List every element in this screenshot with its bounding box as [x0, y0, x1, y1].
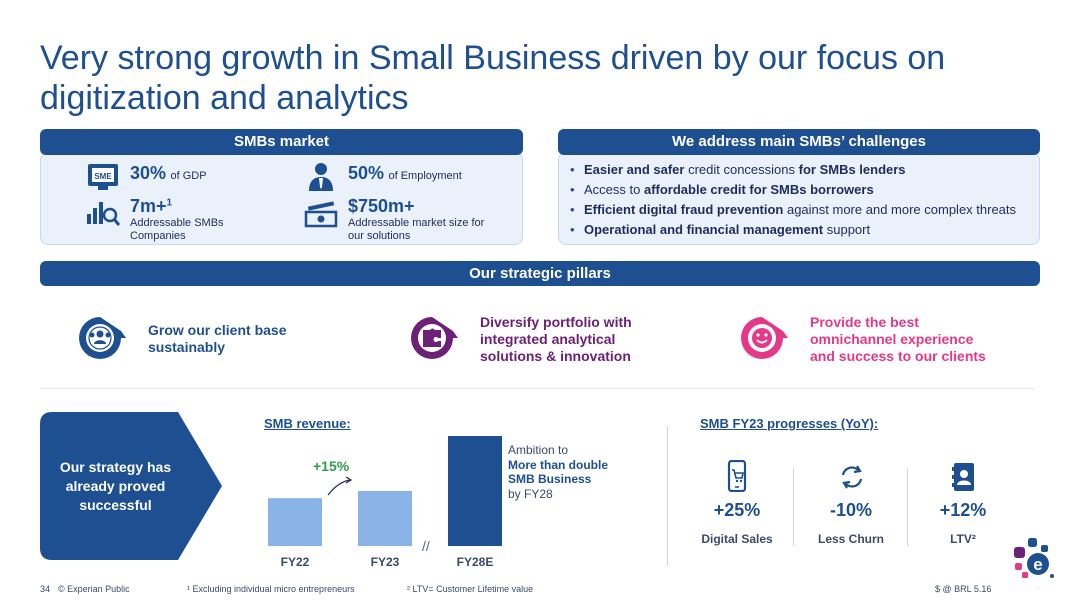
stat-label: of GDP: [170, 170, 207, 182]
page-number: 34: [40, 584, 51, 594]
chart-magnifier-icon: [86, 196, 120, 230]
revenue-bar-fy28e: [448, 436, 502, 546]
list-item: Efficient digital fraud prevention again…: [568, 200, 1038, 220]
list-item: Easier and safer credit concessions for …: [568, 160, 1038, 180]
currency-note: $ @ BRL 5.16: [935, 584, 992, 594]
kpi-label-ltv: LTV²: [950, 532, 976, 546]
classification: © Experian Public: [58, 584, 130, 594]
section-divider: [40, 388, 1035, 389]
revenue-label: SMB revenue:: [264, 416, 351, 431]
money-icon: [304, 196, 338, 230]
progress-label: SMB FY23 progresses (YoY):: [700, 416, 879, 431]
svg-text:e: e: [1033, 555, 1042, 574]
svg-text:SME: SME: [94, 172, 112, 181]
sme-icon: SME: [86, 160, 120, 194]
revenue-bar-fy22: [268, 498, 322, 546]
stat-label: Addressable market size for our solution…: [348, 217, 485, 242]
challenges-header: We address main SMBs’ challenges: [558, 129, 1040, 155]
pillar-diversify-portfolio: Diversify portfolio with integrated anal…: [408, 313, 650, 365]
kpi-value-churn: -10%: [829, 500, 873, 520]
ambition-prefix: Ambition to: [508, 443, 569, 457]
kpi-value-digital-sales: +25%: [713, 500, 761, 520]
footnote-2: ² LTV= Customer Lifetime value: [407, 584, 534, 594]
footnote-1: ¹ Excluding individual micro entrepreneu…: [187, 584, 355, 594]
stat-label: Addressable SMBs Companies: [130, 217, 224, 242]
kpi-separator: [907, 468, 908, 546]
stat-value: 50%: [348, 163, 385, 183]
challenges-list: Easier and safer credit concessions for …: [568, 160, 1038, 240]
pillar-text: Provide the best omnichannel experience …: [810, 313, 986, 364]
stat-market-size: $750m+ Addressable market size for our s…: [304, 196, 498, 243]
stat-employment: 50% of Employment: [304, 160, 462, 194]
stat-gdp: SME 30% of GDP: [86, 160, 207, 194]
stat-label: of Employment: [388, 170, 462, 182]
ambition-bold: More than double SMB Business: [508, 457, 608, 487]
growth-arrow: [327, 479, 351, 496]
ambition-suffix: by FY28: [508, 486, 553, 501]
strategy-chevron: [40, 412, 222, 560]
refresh-icon: [838, 463, 866, 496]
stat-value: 7m+: [130, 196, 167, 216]
list-item: Operational and financial management sup…: [568, 220, 1038, 240]
pillar-omnichannel-experience: Provide the best omnichannel experience …: [738, 313, 990, 365]
growth-label: +15%: [313, 458, 350, 474]
revenue-category-label: FY22: [281, 555, 310, 569]
employee-icon: [304, 160, 338, 194]
kpi-label-digital-sales: Digital Sales: [701, 532, 773, 546]
page-title: Very strong growth in Small Business dri…: [40, 39, 946, 117]
pillar-text: Grow our client base sustainably: [148, 322, 287, 355]
pillar-text: Diversify portfolio with integrated anal…: [480, 313, 632, 364]
growth-arrow-head: [345, 476, 353, 484]
people-network-icon: [76, 313, 128, 365]
pillars-header: Our strategic pillars: [40, 261, 1040, 286]
pillar-grow-client-base: Grow our client base sustainably: [76, 313, 298, 365]
section-separator: [667, 426, 668, 566]
strategy-text: Our strategy has already proved successf…: [59, 459, 172, 513]
list-item: Access to affordable credit for SMBs bor…: [568, 180, 1038, 200]
revenue-chart: FY22 FY23 FY28E //: [268, 436, 502, 569]
kpi-label-churn: Less Churn: [817, 532, 884, 546]
axis-break: //: [422, 538, 430, 554]
mobile-cart-icon: [723, 459, 751, 497]
stat-value: $750m+: [348, 196, 415, 216]
puzzle-icon: [408, 313, 460, 365]
smiley-face-icon: [738, 313, 790, 365]
revenue-bar-fy23: [358, 491, 412, 546]
stat-companies: 7m+1 Addressable SMBs Companies: [86, 196, 240, 243]
ambition-note: Ambition to More than double SMB Busines…: [508, 443, 628, 501]
footnote-marker: 1: [166, 197, 173, 209]
stat-value: 30%: [130, 163, 167, 183]
revenue-category-label: FY23: [371, 555, 400, 569]
kpi-separator: [793, 468, 794, 546]
kpi-value-ltv: +12%: [939, 500, 987, 520]
profile-card-icon: [951, 462, 977, 497]
revenue-category-label: FY28E: [457, 555, 494, 569]
smb-market-panel: [40, 152, 523, 245]
experian-logo: e: [1014, 538, 1054, 578]
smb-market-header: SMBs market: [40, 129, 523, 155]
